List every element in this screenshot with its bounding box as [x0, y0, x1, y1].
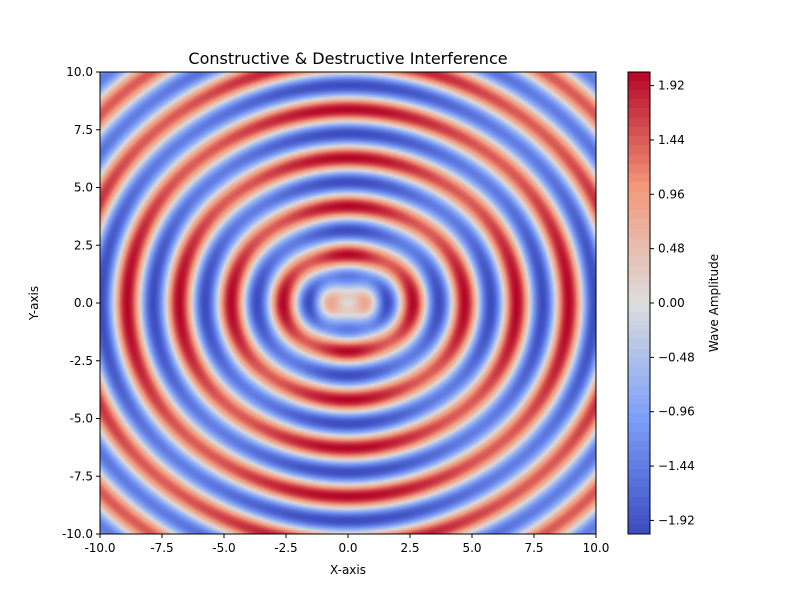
x-tick-label: -5.0 — [212, 541, 235, 555]
x-tick-label: -7.5 — [150, 541, 173, 555]
y-axis-label: Y-axis — [27, 286, 41, 321]
x-tick-label: -10.0 — [84, 541, 115, 555]
colorbar-tick-label: −0.96 — [658, 405, 695, 419]
y-tick-label: 2.5 — [74, 238, 93, 252]
y-tick-label: -10.0 — [62, 527, 93, 541]
colorbar-tick-label: −1.44 — [658, 459, 695, 473]
colorbar-frame — [627, 71, 651, 535]
y-tick-label: 0.0 — [74, 296, 93, 310]
x-tick-label: 0.0 — [338, 541, 357, 555]
y-tick-label: -7.5 — [70, 469, 93, 483]
colorbar-tick-label: −0.48 — [658, 350, 695, 364]
y-axis-ticks: -10.0 -7.5 -5.0 -2.5 0.0 2.5 5.0 7.5 10.0 — [62, 65, 100, 541]
colorbar-tick-label: 1.44 — [658, 133, 685, 147]
chart-title: Constructive & Destructive Interference — [188, 49, 507, 68]
colorbar-tick-label: 0.96 — [658, 187, 685, 201]
colorbar-tick-label: −1.92 — [658, 513, 695, 527]
x-tick-label: -2.5 — [274, 541, 297, 555]
x-tick-label: 2.5 — [400, 541, 419, 555]
heatmap-plot — [100, 72, 596, 534]
y-tick-label: 10.0 — [66, 65, 93, 79]
x-tick-label: 5.0 — [462, 541, 481, 555]
colorbar-tick-label: 1.92 — [658, 79, 685, 93]
x-tick-label: 7.5 — [524, 541, 543, 555]
y-tick-label: -5.0 — [70, 412, 93, 426]
colorbar-tick-label: 0.00 — [658, 296, 685, 310]
x-tick-label: 10.0 — [583, 541, 610, 555]
colorbar-ticks: 1.92 1.44 0.96 0.48 0.00 −0.48 −0.96 −1.44 −1.92 — [650, 79, 695, 527]
y-tick-label: 7.5 — [74, 123, 93, 137]
y-tick-label: 5.0 — [74, 181, 93, 195]
y-tick-label: -2.5 — [70, 354, 93, 368]
colorbar-label: Wave Amplitude — [707, 254, 721, 352]
x-axis-label: X-axis — [330, 563, 366, 577]
x-axis-ticks: -10.0 -7.5 -5.0 -2.5 0.0 2.5 5.0 7.5 10.0 — [84, 534, 609, 555]
colorbar — [628, 72, 650, 534]
colorbar-tick-label: 0.48 — [658, 242, 685, 256]
plot-frame — [99, 71, 597, 535]
